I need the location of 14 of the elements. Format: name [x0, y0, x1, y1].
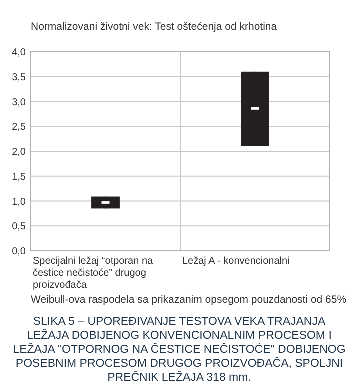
- y-tick-label: 3,0: [12, 97, 26, 108]
- y-tick-label: 2,0: [12, 147, 26, 158]
- y-tick-label: 0,5: [12, 222, 26, 233]
- text: Weibull-ova raspodela sa prikazanim opsegom pouzdanosti od 65%: [31, 294, 347, 306]
- x-tick-label: Specijalni ležaj “otporan na čestice nečistoće” drugog proizvođača: [33, 256, 154, 291]
- chart-title: Normalizovani životni vek: Test oštećenja od krhotina: [31, 21, 278, 33]
- text: SLIKA 5 – UPOREĐIVANJE TESTOVA VEKA TRAJANJA LEŽAJA DOBIJENOG KONVENCIONALNIM PROCESOM I LEŽAJA "OTPORNOG NA ČESTICE NEČISTOĆE" DOBIJENOG POSEBNIM PROCESOM DRUGOG PROIZVOĐAČA, SPOLJNI PREČNIK LEŽAJA 318 mm.: [13, 316, 346, 384]
- x-tick-label: Ležaj A - konvencionalni: [182, 256, 290, 267]
- y-tick-label: 0,0: [12, 246, 26, 258]
- y-tick-label: 1,0: [12, 196, 26, 208]
- y-tick-label: 3,5: [12, 72, 26, 84]
- y-tick-label: 1,5: [12, 172, 26, 183]
- y-tick-label: 4,0: [12, 48, 26, 58]
- y-tick-label: 2,5: [12, 122, 26, 134]
